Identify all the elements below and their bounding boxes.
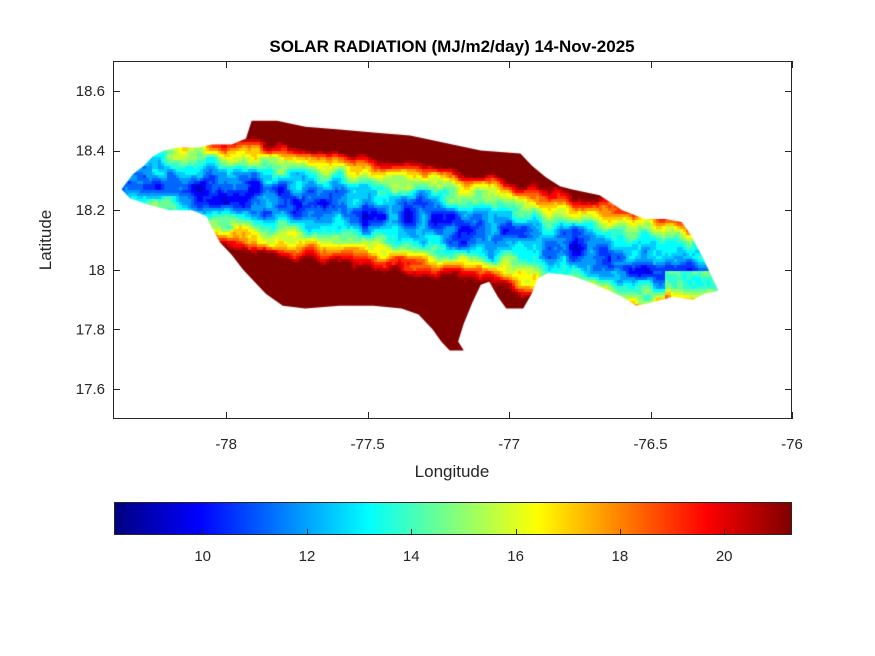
radiation-field-map — [113, 61, 792, 419]
colorbar — [114, 502, 792, 535]
x-axis-label: Longitude — [415, 462, 490, 481]
chart-title: SOLAR RADIATION (MJ/m2/day) 14-Nov-2025 — [269, 37, 634, 56]
y-axis-label: Latitude — [36, 210, 55, 271]
